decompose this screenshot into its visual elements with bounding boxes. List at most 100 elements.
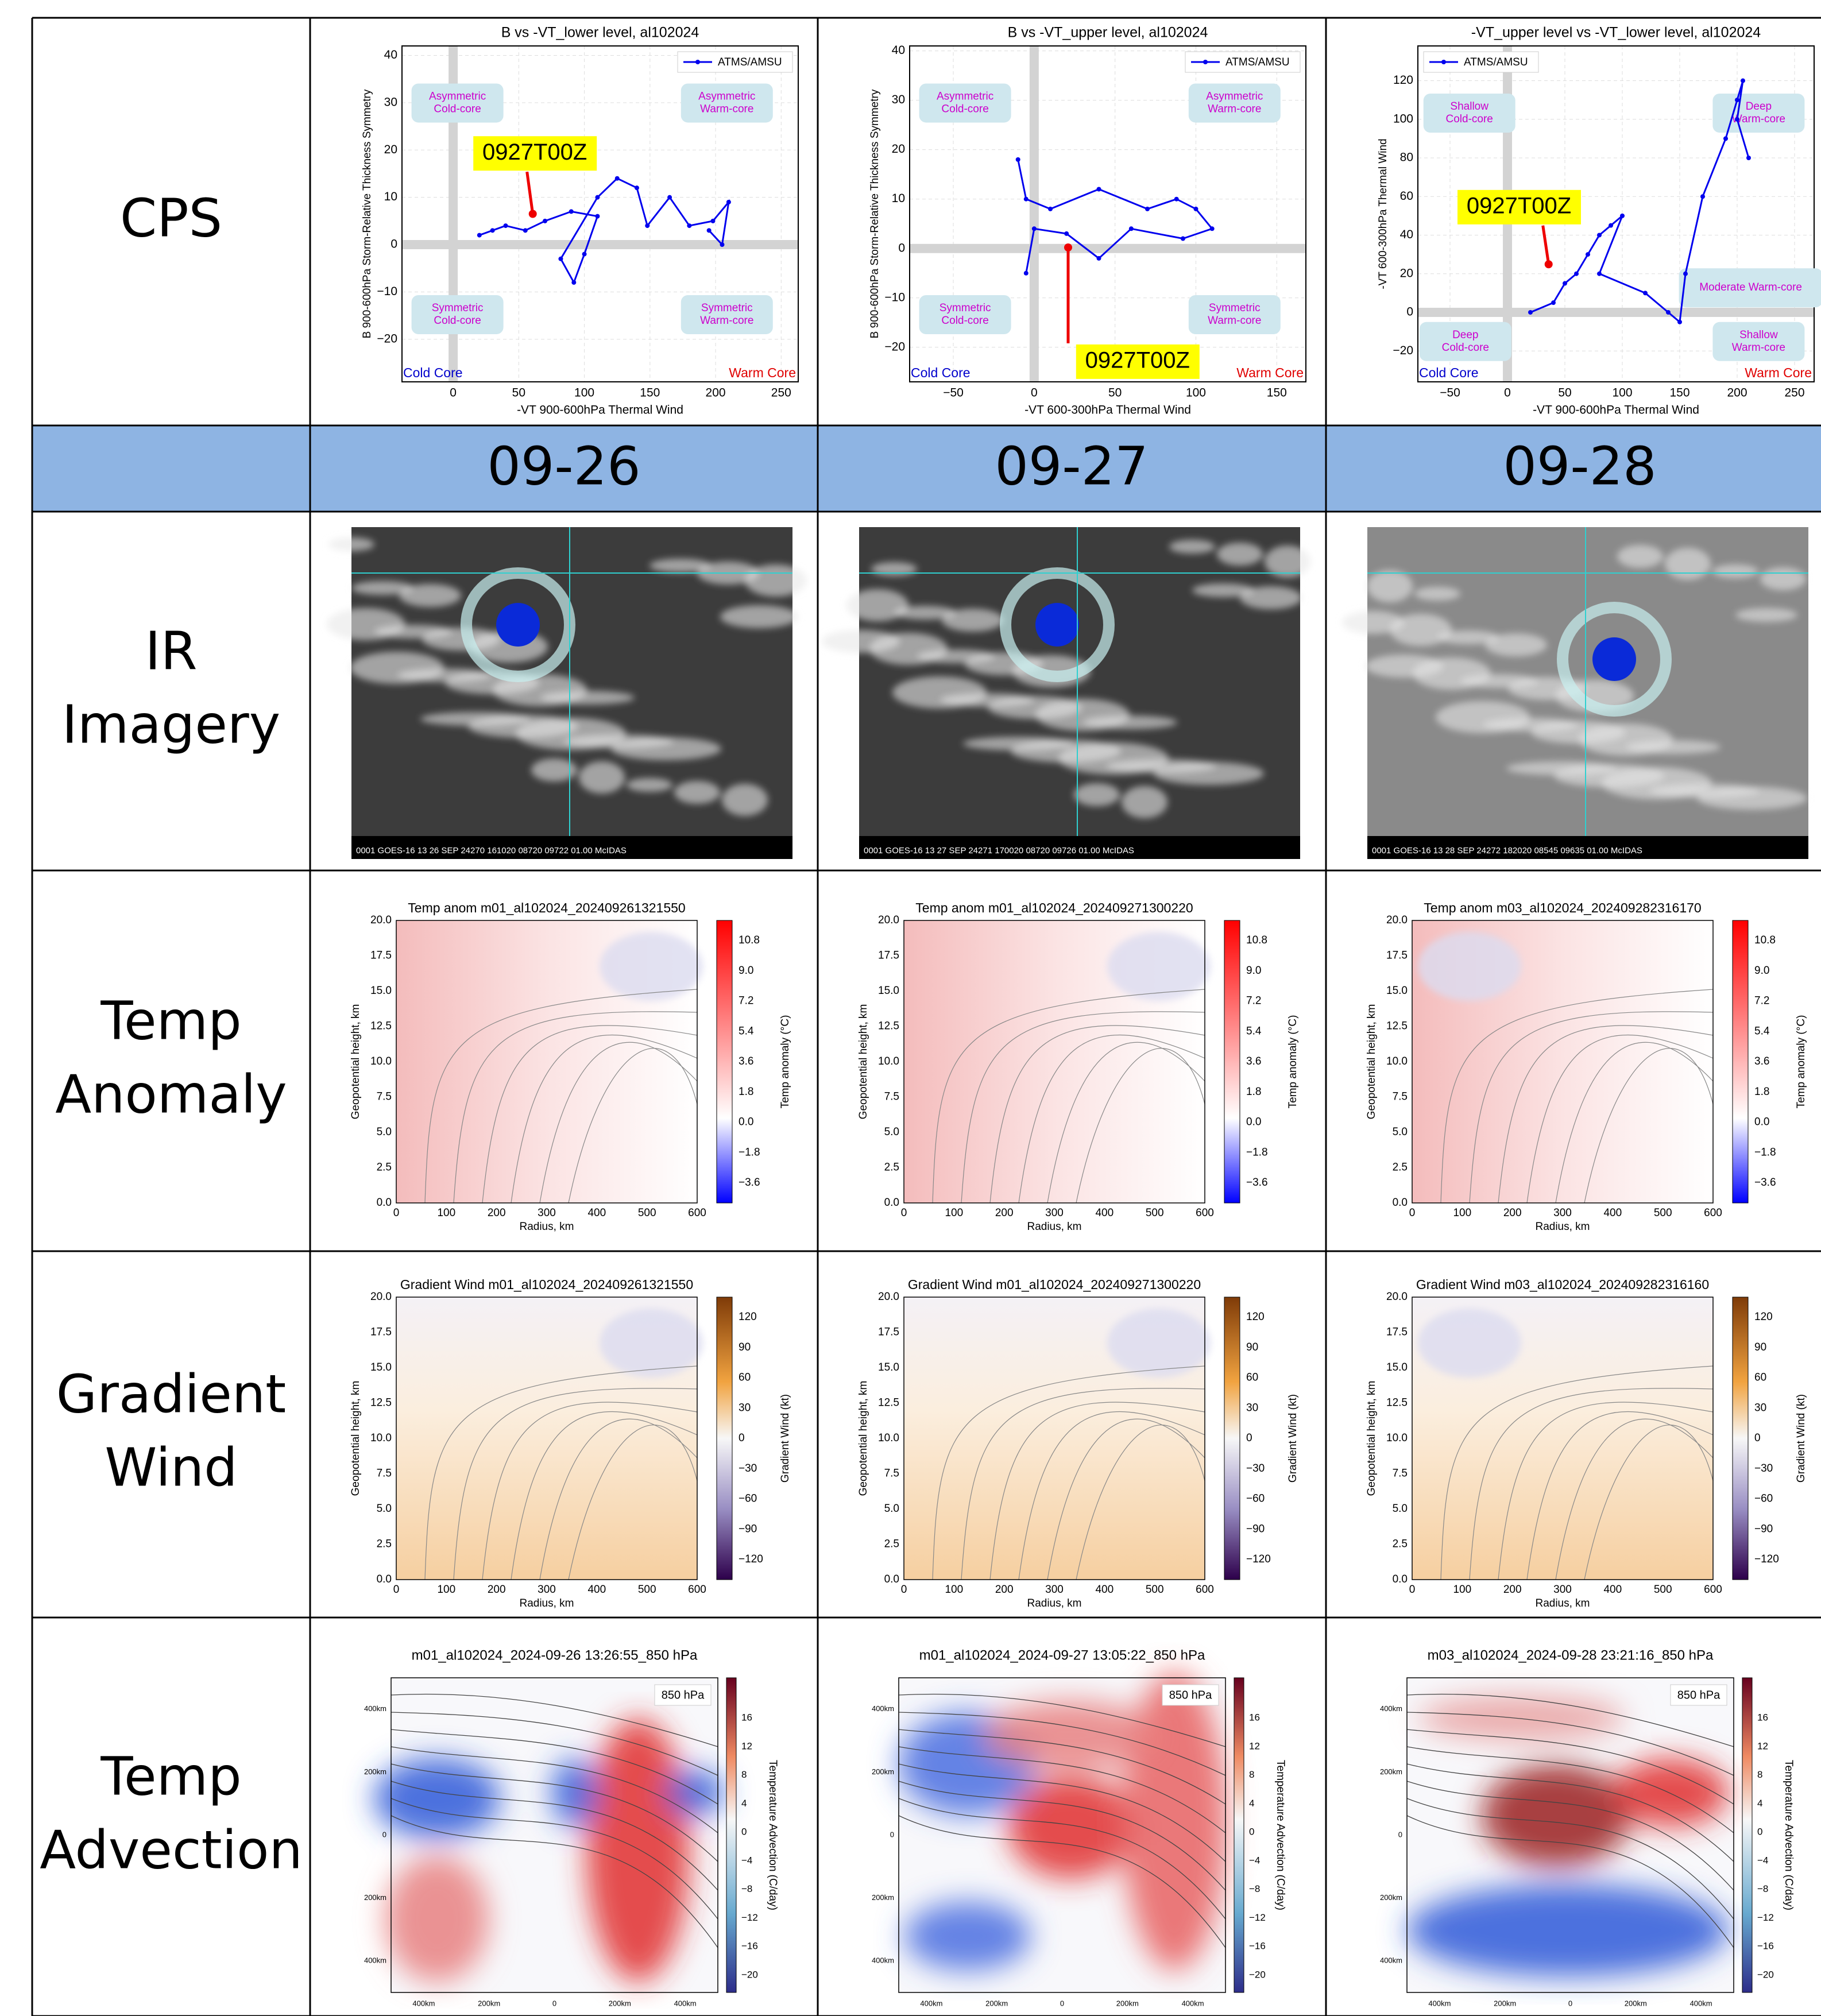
y-tick-label: −10: [884, 291, 905, 304]
x-tick-label: 150: [640, 386, 660, 400]
warm-core-label: Warm Core: [1745, 365, 1812, 380]
contour: [1018, 1034, 1205, 1204]
contour: [1076, 1048, 1205, 1204]
y-tick-label: 20: [892, 142, 905, 156]
y-tick-label: 20.0: [370, 1291, 392, 1303]
track-point: [1683, 271, 1688, 276]
annotation-label: 0927T00Z: [1085, 347, 1190, 373]
x-axis-label: -VT 900-600hPa Thermal Wind: [1533, 404, 1699, 417]
quadrant-box: [1188, 83, 1281, 123]
arrow-tip: [1064, 243, 1072, 251]
cloud: [722, 784, 768, 816]
x-tick-label: −50: [943, 386, 964, 400]
date-header: 09-28: [1503, 435, 1656, 497]
colorbar-tick: 0: [1757, 1827, 1762, 1837]
x-tick-label: 0: [450, 386, 457, 400]
isotherm: [391, 1693, 718, 1747]
y-tick-label: 30: [384, 95, 397, 109]
track-point: [477, 233, 482, 238]
cloud: [942, 609, 1004, 632]
plot-frame: [1406, 1677, 1734, 1993]
colorbar: [1732, 1297, 1749, 1580]
x-tick-label: 300: [1553, 1584, 1572, 1596]
row-label: Imagery: [62, 694, 280, 755]
x-tick-label: 300: [1045, 1207, 1064, 1219]
plot-frame: [903, 1297, 1205, 1580]
y-tick-label: 12.5: [370, 1020, 392, 1032]
x-tick-label: 200km: [985, 1999, 1008, 2007]
colorbar-tick: 30: [1246, 1402, 1258, 1414]
storm-ring: [1557, 602, 1672, 717]
cloud: [674, 781, 720, 804]
x-tick-label: 100: [437, 1584, 455, 1596]
track-point: [1620, 213, 1625, 218]
y-tick-label: 0: [890, 1830, 894, 1839]
y-axis-label: Geopotential height, km: [350, 1381, 362, 1496]
colorbar-tick: 120: [739, 1311, 757, 1323]
colorbar-tick: 4: [1249, 1798, 1254, 1809]
quadrant-box: [411, 83, 504, 123]
colorbar-tick: −120: [1246, 1553, 1271, 1565]
x-tick-label: 200: [995, 1584, 1014, 1596]
contour: [1469, 1388, 1714, 1580]
colorbar-tick: 0: [1249, 1827, 1254, 1837]
y-tick-label: 7.5: [884, 1468, 899, 1480]
track-point: [1741, 78, 1745, 83]
x-tick-label: 300: [538, 1207, 556, 1219]
quadrant-box: [681, 295, 773, 334]
plot-title: Temp anom m03_al102024_202409282316170: [1424, 900, 1701, 915]
annotation-arrow: [525, 171, 535, 214]
colorbar: [716, 920, 733, 1204]
plot-title: m01_al102024_2024-09-27 13:05:22_850 hPa: [919, 1647, 1205, 1663]
y-tick-label: 400km: [872, 1956, 894, 1965]
colorbar-tick: 120: [1754, 1311, 1773, 1323]
level-label: 850 hPa: [1677, 1689, 1721, 1701]
quadrant-label: Symmetric: [432, 302, 484, 314]
track-point: [1746, 156, 1751, 160]
plot-frame: [909, 45, 1306, 382]
row-label: IR: [145, 620, 197, 682]
legend-marker: [1203, 60, 1208, 64]
x-tick-label: 200km: [1494, 1999, 1516, 2007]
y-tick-label: 10.0: [370, 1055, 392, 1067]
colorbar-tick: −120: [739, 1553, 763, 1565]
plot-title: m01_al102024_2024-09-26 13:26:55_850 hPa: [412, 1647, 698, 1663]
quadrant-label: Asymmetric: [937, 90, 993, 102]
ir-footer: 0001 GOES-16 13 26 SEP 24270 161020 0872…: [356, 846, 627, 856]
y-tick-label: 20.0: [1386, 1291, 1408, 1303]
quadrant-label: Cold-core: [1446, 113, 1493, 125]
row-label: Anomaly: [55, 1063, 287, 1125]
x-tick-label: 500: [1654, 1207, 1672, 1219]
track-point: [614, 176, 620, 181]
colorbar-tick: −60: [739, 1493, 757, 1505]
colorbar-tick: −30: [1246, 1462, 1265, 1475]
x-tick-label: 300: [1553, 1207, 1572, 1219]
contour: [1498, 1025, 1714, 1204]
colorbar-tick: 3.6: [1754, 1055, 1769, 1067]
isotherm: [898, 1798, 1226, 1920]
quadrant-label: Warm-core: [1732, 113, 1785, 125]
plot-title: Temp anom m01_al102024_202409271300220: [915, 900, 1193, 915]
x-tick-label: 0: [901, 1584, 907, 1596]
colorbar-tick: 16: [741, 1712, 752, 1723]
cloud: [1437, 630, 1499, 644]
quadrant-label: Shallow: [1450, 100, 1488, 113]
track-point: [710, 218, 716, 223]
y-tick-label: 40: [384, 48, 397, 61]
x-tick-label: 400: [587, 1207, 606, 1219]
cloud: [720, 605, 798, 628]
colorbar-label: Temperature Advection (C/day): [767, 1760, 779, 1910]
isotherm: [1406, 1763, 1734, 1862]
y-tick-label: 20.0: [878, 1291, 899, 1303]
isotherm: [1406, 1798, 1734, 1920]
arrow-tip: [1544, 260, 1553, 269]
x-tick-label: 400km: [920, 1999, 942, 2007]
storm-core: [496, 603, 540, 647]
colorbar-label: Gradient Wind (kt): [1795, 1394, 1807, 1483]
y-tick-label: 100: [1393, 112, 1413, 125]
track-point: [1145, 206, 1150, 211]
colorbar-tick: −90: [1246, 1523, 1265, 1535]
y-tick-label: 20.0: [878, 914, 899, 926]
track-point: [1586, 252, 1590, 257]
